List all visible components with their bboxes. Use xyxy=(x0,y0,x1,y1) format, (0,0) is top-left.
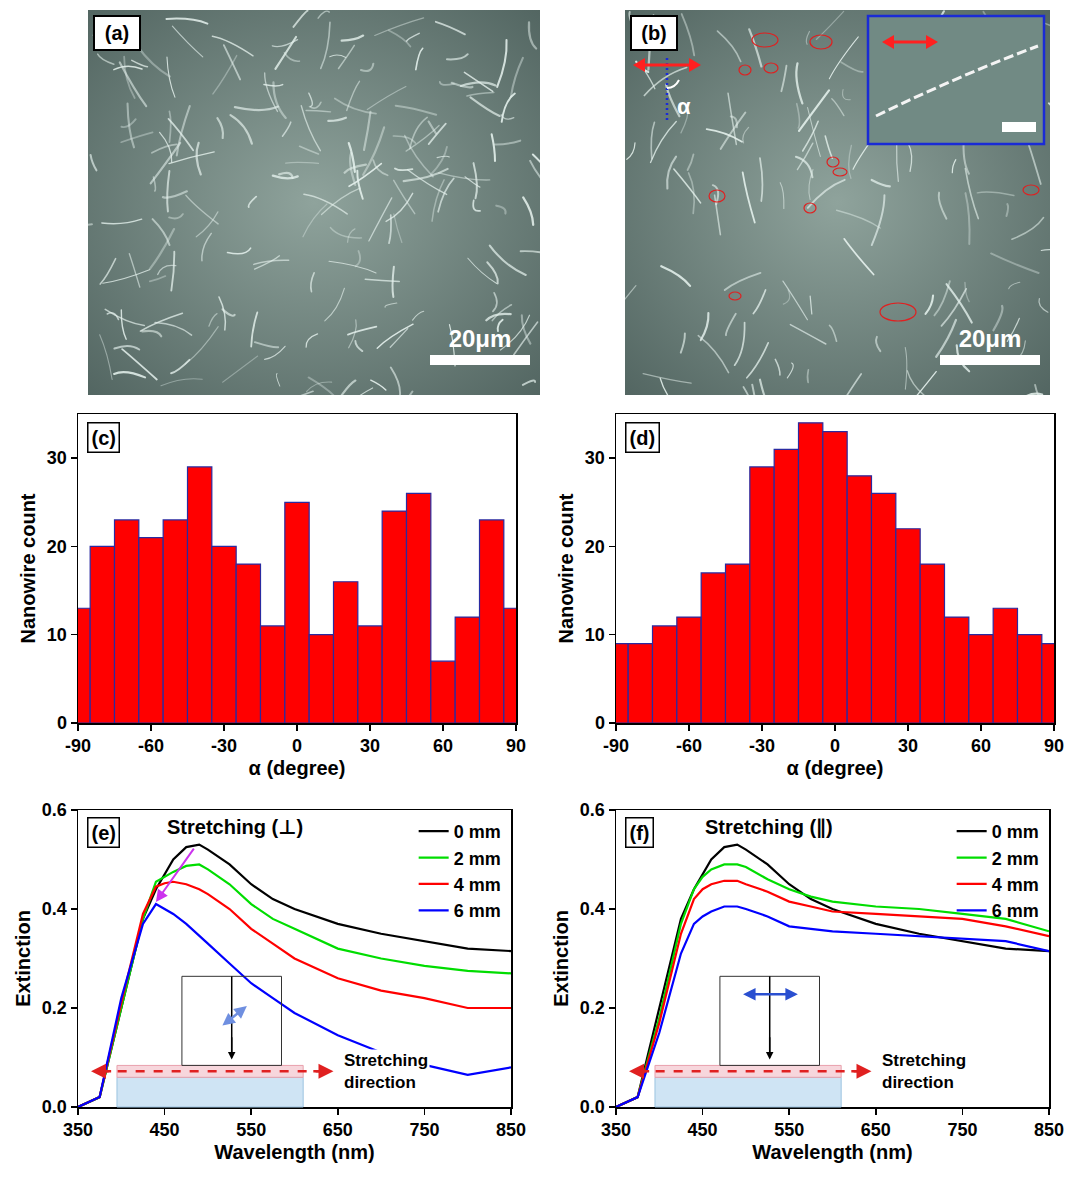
svg-text:0.2: 0.2 xyxy=(580,998,605,1018)
svg-text:550: 550 xyxy=(774,1120,804,1140)
svg-text:20: 20 xyxy=(585,537,605,557)
svg-text:60: 60 xyxy=(971,736,991,756)
svg-text:10: 10 xyxy=(47,625,67,645)
svg-text:850: 850 xyxy=(496,1120,526,1140)
svg-text:30: 30 xyxy=(47,448,67,468)
svg-text:450: 450 xyxy=(688,1120,718,1140)
svg-text:0: 0 xyxy=(57,713,67,733)
svg-text:4 mm: 4 mm xyxy=(992,875,1039,895)
svg-text:0.4: 0.4 xyxy=(580,899,605,919)
svg-text:(b): (b) xyxy=(641,22,667,44)
svg-text:20μm: 20μm xyxy=(959,325,1022,352)
svg-text:-30: -30 xyxy=(211,736,237,756)
svg-text:Nanowire count: Nanowire count xyxy=(555,493,577,643)
svg-text:-60: -60 xyxy=(676,736,702,756)
svg-text:Nanowire count: Nanowire count xyxy=(17,493,39,643)
svg-text:2 mm: 2 mm xyxy=(454,849,501,869)
svg-text:Stretching (⊥): Stretching (⊥) xyxy=(167,816,303,838)
svg-text:Stretching (∥): Stretching (∥) xyxy=(705,816,833,839)
svg-text:Wavelength (nm): Wavelength (nm) xyxy=(214,1141,374,1163)
svg-text:2 mm: 2 mm xyxy=(992,849,1039,869)
svg-text:6 mm: 6 mm xyxy=(992,901,1039,921)
svg-text:20μm: 20μm xyxy=(449,325,512,352)
svg-text:750: 750 xyxy=(409,1120,439,1140)
svg-text:30: 30 xyxy=(898,736,918,756)
svg-text:850: 850 xyxy=(1034,1120,1064,1140)
svg-text:α (degree): α (degree) xyxy=(249,757,346,779)
svg-text:Stretchingdirection: Stretchingdirection xyxy=(344,1051,428,1092)
svg-text:(a): (a) xyxy=(105,22,129,44)
svg-text:(f): (f) xyxy=(630,822,650,844)
svg-text:6 mm: 6 mm xyxy=(454,901,501,921)
svg-text:0 mm: 0 mm xyxy=(992,822,1039,842)
svg-text:(e): (e) xyxy=(92,822,116,844)
svg-text:10: 10 xyxy=(585,625,605,645)
svg-text:20: 20 xyxy=(47,537,67,557)
svg-text:Extinction: Extinction xyxy=(12,910,34,1007)
svg-text:750: 750 xyxy=(947,1120,977,1140)
svg-text:30: 30 xyxy=(360,736,380,756)
svg-text:450: 450 xyxy=(150,1120,180,1140)
svg-text:90: 90 xyxy=(1044,736,1064,756)
svg-text:60: 60 xyxy=(433,736,453,756)
svg-text:0.6: 0.6 xyxy=(42,800,67,820)
svg-text:350: 350 xyxy=(63,1120,93,1140)
svg-text:4 mm: 4 mm xyxy=(454,875,501,895)
svg-text:Extinction: Extinction xyxy=(550,910,572,1007)
svg-text:0: 0 xyxy=(595,713,605,733)
svg-text:350: 350 xyxy=(601,1120,631,1140)
svg-text:0 mm: 0 mm xyxy=(454,822,501,842)
svg-text:α (degree): α (degree) xyxy=(787,757,884,779)
svg-text:650: 650 xyxy=(861,1120,891,1140)
svg-text:0.6: 0.6 xyxy=(580,800,605,820)
svg-text:-60: -60 xyxy=(138,736,164,756)
svg-text:-30: -30 xyxy=(749,736,775,756)
svg-text:0.0: 0.0 xyxy=(42,1097,67,1117)
svg-text:650: 650 xyxy=(323,1120,353,1140)
svg-text:0.2: 0.2 xyxy=(42,998,67,1018)
svg-text:(c): (c) xyxy=(92,427,116,449)
svg-text:0: 0 xyxy=(830,736,840,756)
svg-text:-90: -90 xyxy=(603,736,629,756)
svg-text:550: 550 xyxy=(236,1120,266,1140)
svg-text:0.0: 0.0 xyxy=(580,1097,605,1117)
svg-text:0: 0 xyxy=(292,736,302,756)
svg-text:α: α xyxy=(677,94,691,119)
svg-text:(d): (d) xyxy=(630,427,656,449)
svg-text:Stretchingdirection: Stretchingdirection xyxy=(882,1051,966,1092)
svg-text:30: 30 xyxy=(585,448,605,468)
svg-text:-90: -90 xyxy=(65,736,91,756)
svg-text:90: 90 xyxy=(506,736,526,756)
svg-text:0.4: 0.4 xyxy=(42,899,67,919)
svg-text:Wavelength (nm): Wavelength (nm) xyxy=(752,1141,912,1163)
